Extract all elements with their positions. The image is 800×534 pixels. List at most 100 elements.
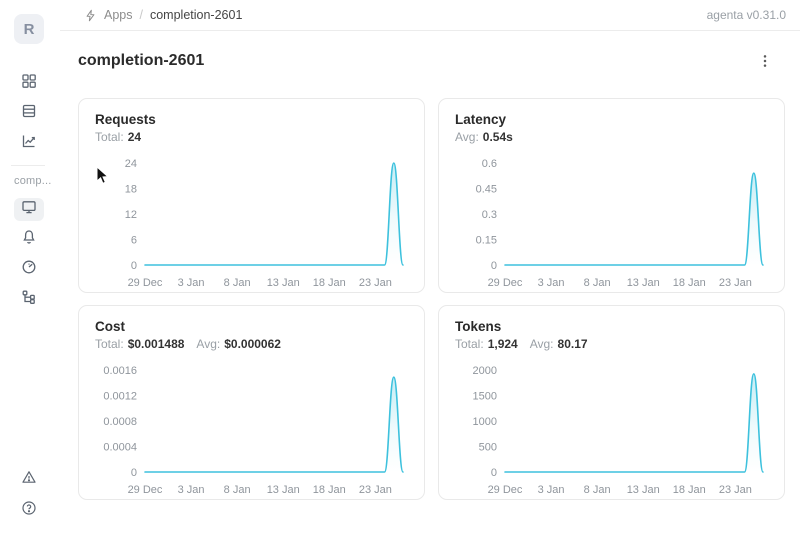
sidebar-item-observability[interactable] [14, 132, 44, 155]
card-chart: 0 0.0004 0.0008 0.0012 0.0016 29 Dec 3 Jan 8 Ja… [95, 356, 408, 502]
y-axis-tick: 6 [131, 235, 137, 247]
stat-label: Avg: [455, 130, 479, 144]
stat-label: Total: [95, 337, 124, 351]
card-stats: Total: $0.001488 Avg: $0.000062 [95, 337, 408, 351]
card-title: Tokens [455, 319, 502, 334]
breadcrumb-apps-link[interactable]: Apps [104, 8, 133, 22]
x-axis-tick: 8 Jan [224, 277, 251, 289]
avatar[interactable]: R [14, 14, 44, 44]
y-axis-tick: 18 [125, 184, 137, 196]
y-axis-tick: 0 [131, 467, 137, 479]
y-axis-tick: 0.15 [476, 235, 497, 247]
card-chart: 0 500 1000 1500 2000 29 Dec 3 Jan 8 Jan 13 Jan 18… [455, 356, 768, 502]
sidebar-item-notifications[interactable] [14, 228, 44, 251]
y-axis-tick: 0 [491, 467, 497, 479]
y-axis-tick: 24 [125, 158, 137, 170]
x-axis-tick: 23 Jan [719, 277, 752, 289]
sidebar-item-metrics[interactable] [14, 258, 44, 281]
x-axis-tick: 8 Jan [224, 484, 251, 496]
x-axis-tick: 23 Jan [719, 484, 752, 496]
card-stats: Avg: 0.54s [455, 130, 768, 144]
sidebar-item-apps[interactable] [14, 72, 44, 95]
stat-label: Total: [95, 130, 124, 144]
card-chart: 0 6 12 18 24 29 Dec 3 Jan 8 Jan 13 Jan 18 Jan 23 J… [95, 149, 408, 295]
x-axis-tick: 18 Jan [673, 277, 706, 289]
lightning-icon [84, 9, 97, 22]
stat-value: $0.001488 [127, 337, 185, 351]
stat-value: 0.54s [482, 130, 513, 144]
x-axis-tick: 8 Jan [584, 484, 611, 496]
page-title: completion-2601 [78, 52, 205, 69]
x-axis-tick: 8 Jan [584, 277, 611, 289]
y-axis-tick: 0.6 [482, 158, 497, 170]
requests-chart-svg[interactable]: 0 6 12 18 24 29 Dec 3 Jan 8 Jan 13 Jan 18 Jan 23 J… [95, 149, 410, 295]
card-stats: Total: 1,924 Avg: 80.17 [455, 337, 768, 351]
main-content: completion-2601 Requests Total: 24 0 6 12 18… [60, 31, 800, 534]
breadcrumb-current: completion-2601 [149, 8, 243, 22]
trend-chart-icon [21, 133, 37, 154]
x-axis-tick: 3 Jan [538, 484, 565, 496]
y-axis-tick: 0 [491, 260, 497, 272]
y-axis-tick: 0 [131, 260, 137, 272]
cards-grid: Requests Total: 24 0 6 12 18 24 29 Dec 3 Jan 8 J… [78, 98, 785, 500]
card-stats: Total: 24 [95, 130, 408, 144]
y-axis-tick: 0.3 [482, 209, 497, 221]
sidebar-app-label: comp... [14, 175, 52, 187]
tree-icon [21, 289, 37, 310]
x-axis-tick: 13 Jan [267, 277, 300, 289]
help-circle-icon [21, 500, 37, 521]
stat-value: 80.17 [557, 337, 588, 351]
sidebar: R [0, 0, 60, 534]
stat-label: Avg: [529, 337, 554, 351]
x-axis-tick: 23 Jan [359, 484, 392, 496]
x-axis-tick: 29 Dec [128, 484, 163, 496]
metric-card-latency: Latency Avg: 0.54s 0 0.15 0.3 0.45 0.6 29 Dec 3… [438, 98, 785, 293]
x-axis-tick: 3 Jan [178, 277, 205, 289]
sidebar-item-registry[interactable] [14, 102, 44, 125]
breadcrumb-separator: / [139, 8, 143, 22]
metric-card-tokens: Tokens Total: 1,924 Avg: 80.17 0 500 1000 1500… [438, 305, 785, 500]
sidebar-item-help[interactable] [14, 499, 44, 522]
top-bar: Apps / completion-2601 agenta v0.31.0 [60, 0, 800, 31]
x-axis-tick: 13 Jan [627, 277, 660, 289]
x-axis-tick: 23 Jan [359, 277, 392, 289]
sidebar-app-nav [14, 198, 44, 311]
x-axis-tick: 18 Jan [313, 484, 346, 496]
sidebar-bottom-nav [14, 468, 44, 522]
metric-card-requests: Requests Total: 24 0 6 12 18 24 29 Dec 3 Jan 8 J… [78, 98, 425, 293]
x-axis-tick: 18 Jan [673, 484, 706, 496]
sidebar-item-overview[interactable] [14, 198, 44, 221]
card-title: Requests [95, 112, 156, 127]
warning-triangle-icon [21, 469, 37, 490]
card-chart: 0 0.15 0.3 0.45 0.6 29 Dec 3 Jan 8 Jan 13 Jan 18 … [455, 149, 768, 295]
metric-card-cost: Cost Total: $0.001488 Avg: $0.000062 0 0.000… [78, 305, 425, 500]
y-axis-tick: 0.0004 [103, 442, 137, 454]
latency-chart-svg[interactable]: 0 0.15 0.3 0.45 0.6 29 Dec 3 Jan 8 Jan 13 Jan 18 … [455, 149, 770, 295]
x-axis-tick: 13 Jan [267, 484, 300, 496]
sidebar-item-traces[interactable] [14, 288, 44, 311]
bell-icon [21, 229, 37, 250]
kebab-menu-icon[interactable] [755, 51, 775, 71]
y-axis-tick: 0.45 [476, 184, 497, 196]
table-icon [21, 103, 37, 124]
grid-icon [21, 73, 37, 94]
stat-value: $0.000062 [224, 337, 281, 351]
tokens-chart-svg[interactable]: 0 500 1000 1500 2000 29 Dec 3 Jan 8 Jan 13 Jan 18… [455, 356, 770, 502]
x-axis-tick: 13 Jan [627, 484, 660, 496]
y-axis-tick: 0.0008 [103, 416, 137, 428]
y-axis-tick: 0.0016 [103, 365, 137, 377]
sidebar-item-alerts[interactable] [14, 468, 44, 491]
version-label: agenta v0.31.0 [706, 8, 786, 22]
y-axis-tick: 1500 [473, 391, 497, 403]
y-axis-tick: 12 [125, 209, 137, 221]
y-axis-tick: 500 [479, 442, 497, 454]
card-title: Cost [95, 319, 125, 334]
cost-chart-svg[interactable]: 0 0.0004 0.0008 0.0012 0.0016 29 Dec 3 Jan 8 Ja… [95, 356, 410, 502]
breadcrumb: Apps / completion-2601 [84, 8, 242, 22]
monitor-icon [21, 199, 37, 220]
x-axis-tick: 3 Jan [538, 277, 565, 289]
stat-value: 1,924 [487, 337, 518, 351]
x-axis-tick: 18 Jan [313, 277, 346, 289]
sidebar-top-nav [14, 72, 44, 155]
